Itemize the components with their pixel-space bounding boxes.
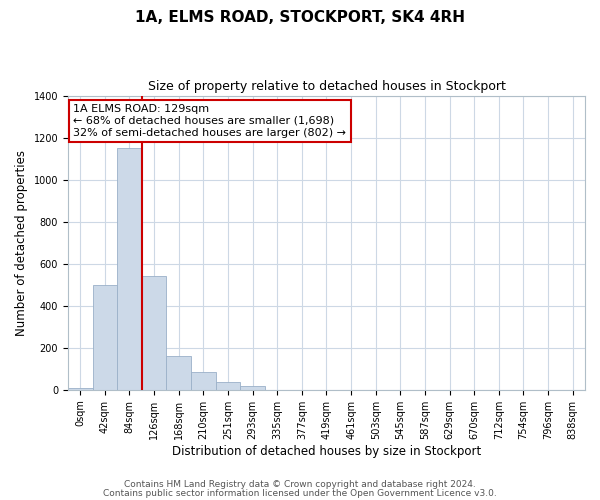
X-axis label: Distribution of detached houses by size in Stockport: Distribution of detached houses by size …	[172, 444, 481, 458]
Bar	[92, 284, 117, 390]
Title: Size of property relative to detached houses in Stockport: Size of property relative to detached ho…	[148, 80, 505, 93]
Y-axis label: Number of detached properties: Number of detached properties	[15, 150, 28, 336]
Bar	[117, 148, 142, 390]
Bar	[68, 388, 92, 390]
Bar	[240, 386, 265, 390]
Bar	[166, 356, 191, 390]
Text: Contains HM Land Registry data © Crown copyright and database right 2024.: Contains HM Land Registry data © Crown c…	[124, 480, 476, 489]
Text: Contains public sector information licensed under the Open Government Licence v3: Contains public sector information licen…	[103, 489, 497, 498]
Text: 1A ELMS ROAD: 129sqm
← 68% of detached houses are smaller (1,698)
32% of semi-de: 1A ELMS ROAD: 129sqm ← 68% of detached h…	[73, 104, 346, 138]
Text: 1A, ELMS ROAD, STOCKPORT, SK4 4RH: 1A, ELMS ROAD, STOCKPORT, SK4 4RH	[135, 10, 465, 25]
Bar	[215, 382, 240, 390]
Bar	[142, 276, 166, 390]
Bar	[191, 372, 215, 390]
